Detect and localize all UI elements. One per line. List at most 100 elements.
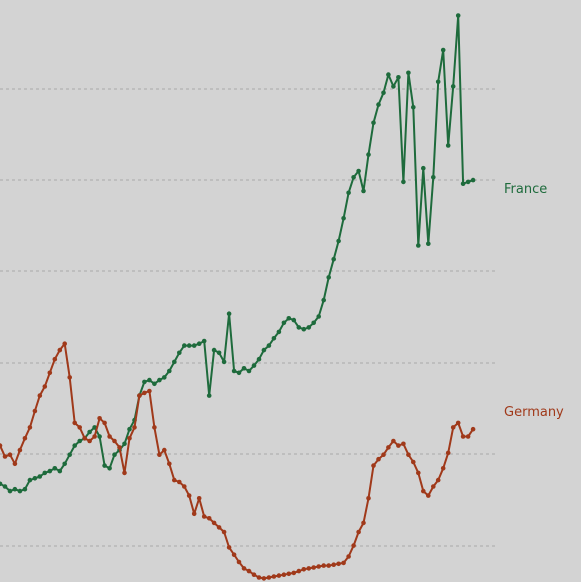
data-point-germany [376, 456, 381, 462]
data-point-germany [371, 463, 376, 468]
data-point-france [206, 393, 212, 398]
data-point-germany [261, 576, 267, 581]
data-point-france [266, 343, 272, 348]
data-point-france [371, 120, 376, 126]
data-point-france [291, 317, 297, 323]
gridlines [0, 88, 498, 547]
data-point-france [27, 477, 33, 483]
data-point-france [7, 488, 13, 494]
data-point-germany [112, 438, 117, 444]
data-point-germany [172, 477, 177, 483]
data-point-france [416, 243, 421, 248]
data-point-germany [311, 565, 317, 570]
data-point-germany [301, 567, 307, 572]
data-point-germany [122, 470, 127, 476]
data-point-france [62, 461, 67, 467]
data-point-france [2, 484, 8, 489]
data-point-germany [7, 452, 13, 458]
data-point-france [256, 356, 262, 362]
data-point-france [241, 366, 247, 371]
data-point-france [276, 329, 282, 335]
data-point-germany [321, 563, 327, 568]
data-point-germany [47, 370, 53, 376]
data-point-france [411, 105, 416, 110]
data-point-france [186, 343, 192, 348]
data-point-germany [241, 566, 247, 571]
data-point-france [211, 347, 217, 353]
data-point-france [162, 375, 167, 380]
series-labels: France Germany [504, 182, 564, 420]
data-point-france [12, 486, 18, 492]
series-line-france [0, 14, 474, 493]
data-point-germany [331, 562, 337, 567]
data-point-france [306, 325, 312, 330]
data-point-france [57, 468, 63, 474]
data-point-germany [286, 571, 292, 577]
data-point-france [366, 152, 371, 157]
data-point-germany [236, 559, 242, 565]
data-point-germany [62, 341, 67, 347]
data-point-france [261, 347, 267, 353]
data-point-germany [42, 384, 48, 389]
data-point-france [326, 275, 332, 280]
data-point-france [460, 181, 466, 186]
data-point-germany [396, 443, 401, 448]
data-point-germany [177, 479, 182, 485]
data-point-germany [0, 443, 3, 448]
data-point-france [142, 379, 147, 385]
data-point-germany [326, 563, 332, 568]
data-point-germany [27, 425, 33, 430]
data-point-france [281, 320, 287, 326]
data-point-france [122, 441, 127, 447]
data-point-france [107, 466, 112, 471]
data-point-germany [211, 520, 217, 526]
data-point-germany [296, 568, 302, 574]
data-point-france [167, 368, 172, 374]
data-point-germany [391, 438, 396, 444]
data-point-france [401, 179, 406, 185]
data-point-france [147, 377, 152, 383]
data-point-germany [251, 572, 257, 577]
data-point-france [0, 481, 3, 487]
data-point-france [102, 463, 107, 468]
series-label-germany: Germany [504, 405, 564, 420]
data-point-france [426, 241, 431, 246]
data-point-germany [406, 452, 411, 458]
data-point-france [37, 474, 43, 479]
data-point-germany [137, 393, 142, 398]
data-point-france [301, 326, 307, 332]
data-point-france [216, 350, 222, 356]
data-point-france [172, 359, 177, 365]
data-point-germany [271, 574, 277, 579]
data-point-germany [341, 560, 346, 566]
data-point-germany [216, 525, 222, 530]
data-point-germany [226, 545, 232, 550]
data-point-france [445, 143, 451, 148]
data-point-germany [346, 554, 351, 559]
data-point-france [42, 470, 48, 476]
data-point-germany [186, 493, 192, 498]
data-point-germany [127, 436, 132, 441]
data-point-france [87, 429, 92, 435]
data-point-germany [162, 447, 167, 453]
data-point-germany [12, 461, 18, 467]
data-point-germany [167, 461, 172, 467]
data-point-germany [72, 420, 77, 426]
data-point-germany [37, 393, 43, 398]
data-point-germany [421, 488, 426, 494]
data-point-germany [102, 420, 107, 426]
data-point-france [67, 452, 72, 458]
data-point-germany [67, 375, 72, 380]
data-point-france [421, 165, 426, 171]
data-point-france [97, 434, 102, 439]
data-point-germany [455, 420, 461, 426]
data-point-germany [316, 564, 322, 569]
data-point-germany [77, 425, 82, 430]
data-point-france [341, 216, 346, 221]
data-point-france [201, 338, 207, 344]
series-france [0, 13, 476, 494]
series-label-france: France [504, 182, 547, 197]
data-point-germany [132, 425, 137, 430]
data-point-france [450, 84, 456, 89]
